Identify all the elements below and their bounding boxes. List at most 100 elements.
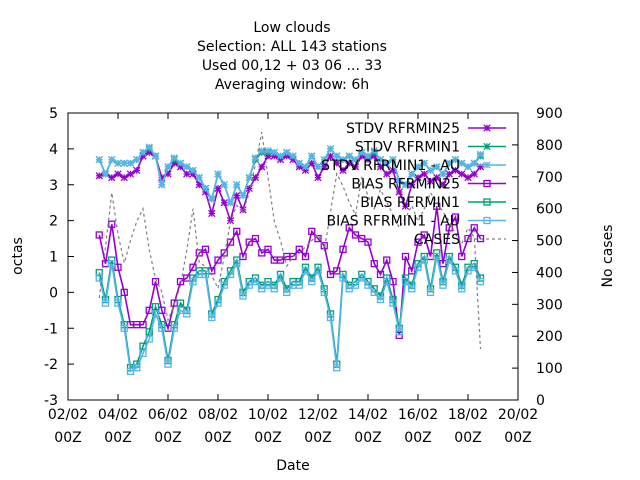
data-point <box>289 152 297 160</box>
data-point <box>314 234 322 243</box>
data-point <box>426 177 435 185</box>
data-point <box>401 181 410 189</box>
data-point <box>308 152 316 160</box>
data-point <box>251 173 260 182</box>
legend-label: BIAS RFRMIN25 <box>351 177 460 193</box>
data-point <box>333 364 341 372</box>
data-point <box>320 288 328 297</box>
data-point <box>133 364 141 372</box>
data-point <box>108 173 116 182</box>
data-point <box>308 277 316 286</box>
series-line <box>98 131 482 350</box>
data-point <box>339 166 347 175</box>
x-tick-label: 02/02 <box>48 407 88 423</box>
data-point <box>120 173 128 182</box>
data-point <box>108 260 116 268</box>
data-point <box>339 274 347 282</box>
data-point <box>95 231 103 239</box>
data-point <box>108 155 116 164</box>
legend-marker <box>483 124 491 132</box>
data-point <box>208 313 216 322</box>
data-point <box>151 152 160 160</box>
data-point <box>320 163 328 171</box>
data-point <box>451 155 460 164</box>
data-point <box>376 163 385 171</box>
x-tick-label-time: 00Z <box>304 430 331 446</box>
legend-entry: BIAS RFRMIN1 <box>360 195 506 211</box>
series-line <box>98 256 482 373</box>
legend-entry: STDV RFRMIN25 <box>346 121 506 137</box>
legend-marker <box>483 216 491 225</box>
x-tick-label-time: 00Z <box>504 430 531 446</box>
data-point <box>420 231 428 239</box>
y2-tick-label: 600 <box>536 202 563 218</box>
data-point <box>126 170 135 178</box>
data-point <box>326 145 335 153</box>
y-tick-label: 5 <box>49 106 58 122</box>
data-point <box>114 159 122 167</box>
data-point <box>170 154 178 162</box>
axis-layer: 02/02 00Z 04/02 00Z 06/02 00Z 08/02 00Z 10/02 00Z… <box>44 106 563 446</box>
data-point <box>95 172 103 180</box>
legend-label: BIAS RFRMIN1 <box>360 195 460 211</box>
x-tick-label-time: 00Z <box>454 430 481 446</box>
data-point <box>389 155 397 164</box>
x-tick-label-time: 00Z <box>104 430 131 446</box>
data-point <box>283 148 291 157</box>
data-point <box>364 281 372 289</box>
data-point <box>245 173 253 182</box>
y2-tick-label: 100 <box>536 361 563 377</box>
y-tick-label: -1 <box>44 321 58 337</box>
data-point <box>183 170 191 178</box>
x-tick-label-time: 00Z <box>154 430 181 446</box>
series-3 <box>95 143 485 207</box>
chart-title-line-1: Low clouds <box>253 20 330 36</box>
data-point <box>264 147 272 155</box>
data-point <box>133 155 141 164</box>
data-point <box>226 238 235 246</box>
data-point <box>345 159 353 167</box>
data-point <box>383 256 391 264</box>
legend-entry: STDV RFRMIN1 - AU <box>321 158 506 174</box>
data-point <box>226 199 235 207</box>
data-point <box>120 288 128 297</box>
data-point <box>445 159 453 167</box>
data-point <box>170 324 178 332</box>
data-point <box>251 277 260 286</box>
data-point <box>239 191 247 200</box>
data-point <box>158 181 166 189</box>
data-point <box>176 159 185 167</box>
data-point <box>208 209 216 218</box>
legend-entry: CASES <box>414 232 506 248</box>
data-point <box>214 170 222 178</box>
data-point <box>383 159 391 167</box>
data-point <box>414 238 422 246</box>
y2-tick-label: 500 <box>536 234 563 250</box>
data-point <box>433 163 441 171</box>
data-point <box>351 155 360 164</box>
data-point <box>251 234 260 243</box>
data-point <box>345 152 353 160</box>
data-point <box>214 256 222 264</box>
y2-axis-label: No cases <box>600 225 616 288</box>
x-tick-label-time: 00Z <box>54 430 81 446</box>
legend-entry: BIAS RFRMIN1 - AU <box>326 214 506 230</box>
data-point <box>189 277 197 286</box>
legend-label: CASES <box>414 232 460 248</box>
data-point <box>183 310 191 318</box>
data-point <box>445 224 453 232</box>
data-point <box>476 277 485 286</box>
data-point <box>270 148 278 157</box>
data-point <box>239 292 247 300</box>
legend: STDV RFRMIN25 STDV RFRMIN1 STDV RFRMIN1 - … <box>321 121 506 248</box>
data-point <box>401 252 410 261</box>
data-point <box>220 199 228 207</box>
data-point <box>408 285 416 293</box>
x-tick-label: 18/02 <box>448 407 488 423</box>
data-point <box>370 260 378 268</box>
legend-entry: BIAS RFRMIN25 <box>351 177 506 193</box>
data-point <box>208 195 216 203</box>
data-point <box>114 299 122 307</box>
x-tick-label: 04/02 <box>98 407 138 423</box>
data-point <box>439 170 447 178</box>
